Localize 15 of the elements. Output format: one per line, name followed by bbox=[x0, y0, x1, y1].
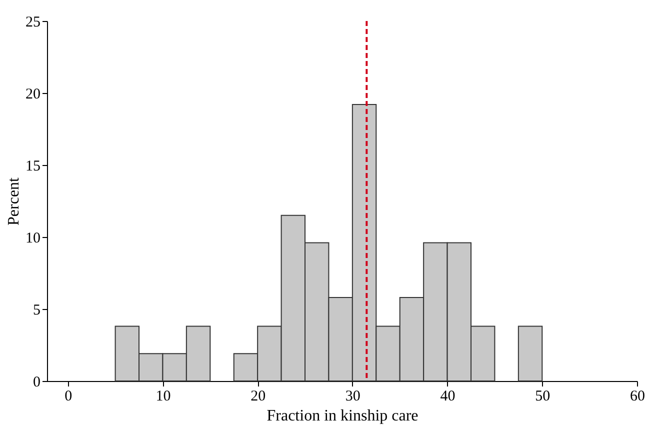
x-tick-label: 20 bbox=[250, 388, 266, 404]
x-tick-label: 60 bbox=[630, 388, 645, 404]
x-tick-label: 40 bbox=[440, 388, 456, 404]
x-axis-title: Fraction in kinship care bbox=[266, 408, 418, 424]
y-tick-label: 15 bbox=[26, 158, 40, 174]
y-tick-label: 0 bbox=[33, 374, 40, 390]
x-tick-label: 30 bbox=[345, 388, 360, 404]
y-tick-label: 20 bbox=[26, 86, 40, 102]
x-tick-label: 0 bbox=[64, 388, 72, 404]
y-tick-label: 5 bbox=[33, 302, 40, 318]
x-tick-label: 50 bbox=[535, 388, 550, 404]
y-tick-label: 10 bbox=[26, 230, 40, 246]
x-tick-label: 10 bbox=[156, 388, 171, 404]
y-tick-label: 25 bbox=[26, 14, 40, 30]
y-axis-title: Percent bbox=[6, 176, 22, 226]
